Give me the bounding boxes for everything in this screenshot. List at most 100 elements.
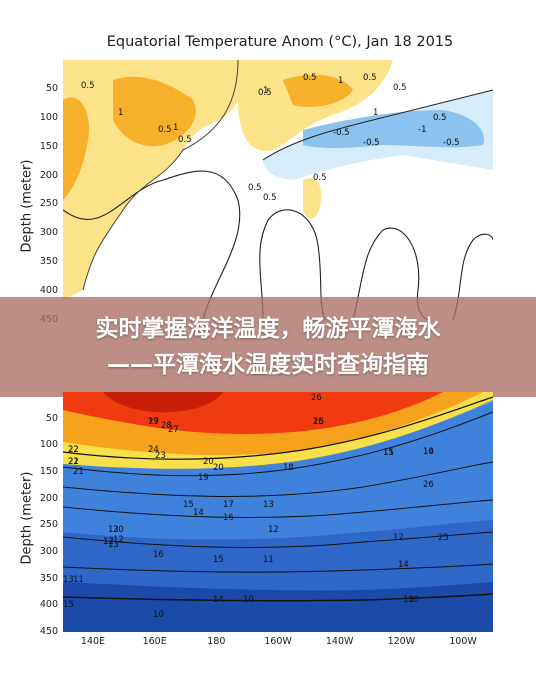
y-tick-label: 200 [39,169,58,181]
contour-label: 17 [103,537,114,547]
warm-anomaly-core-west [113,76,196,147]
contour-label: 28 [161,421,172,431]
contour-label: 25 [438,533,449,543]
y-tick-label: 450 [39,626,58,637]
y-tick-label: 150 [39,466,58,477]
contour-label: 11 [73,575,84,585]
contour-label: 10 [408,595,419,605]
banner-line-2: ——平潭海水温度实时查询指南 [107,352,429,378]
contour-label: -0.5 [443,138,460,148]
contour-label: 22 [68,445,79,455]
x-tick-label: 140E [80,636,106,647]
y-tick-label: 100 [39,111,58,123]
contour-label: 16 [153,550,164,560]
contour-label: 1 [263,86,268,96]
x-tick-label: 100W [449,636,477,647]
contour-label: 19 [198,473,209,483]
contour-label: 13 [108,525,119,535]
contour-label: 0.5 [313,173,327,183]
y-tick-label: 400 [39,599,58,611]
contour-label: 20 [113,525,124,535]
contour-label: 21 [73,467,84,477]
contour-label: 22 [68,457,79,467]
warm-anomaly-region-west [63,60,238,300]
contour-line [259,209,326,320]
contour-label: 14 [398,560,409,570]
contour-label: 13 [263,500,274,510]
contour-label: 13 [108,540,119,550]
contour-label: 0.5 [81,81,95,91]
y-tick-label: 200 [39,492,58,504]
x-tick-label: 160E [142,636,167,647]
contour-label: 13 [63,575,74,585]
cool-anomaly-core [303,110,484,149]
contour-label: 20 [213,463,224,473]
contour-label: 26 [311,393,322,403]
contour-label: 1 [118,108,123,118]
contour-line [63,411,493,477]
contour-label: 1 [373,108,378,118]
contour-label: 14 [213,595,224,605]
band-darkred [103,392,223,413]
contour-label: 16 [313,417,324,427]
contour-label: 27 [168,425,179,435]
y-tick-label: 350 [39,256,58,268]
contour-label: 12 [393,533,404,543]
contour-line [63,396,493,460]
contour-line [63,531,493,548]
contour-label: 0.5 [178,135,192,145]
contour-label: 0.5 [263,193,277,203]
y-tick-label: 150 [39,140,58,152]
contour-label: 12 [113,535,124,545]
contour-label: 24 [148,445,159,455]
contour-label: 14 [423,447,434,457]
y-tick-label: 350 [39,572,58,584]
contour-label: 15 [213,555,224,565]
y-tick-label: 300 [39,227,58,239]
contour-label: 29 [148,417,159,427]
band-deep [63,582,493,632]
contour-label: 16 [223,513,234,523]
contour-label: 18 [283,463,294,473]
contour-label: 20 [203,457,214,467]
contour-line [63,563,493,573]
title-banner: 实时掌握海洋温度，畅游平潭海水 ——平潭海水温度实时查询指南 [0,297,536,397]
contour-label: 15 [63,600,74,610]
contour-label: 1 [173,123,178,133]
y-tick-label: 250 [39,519,58,531]
contour-label: 26 [423,480,434,490]
contour-line [63,499,493,518]
chart-title: Equatorial Temperature Anom (°C), Jan 18… [106,34,454,50]
y-tick-label: 50 [45,82,58,94]
x-tick-label: 160W [264,636,292,647]
contour-label: 12 [268,525,279,535]
contour-label: 0.5 [363,73,377,83]
contour-label: 0.5 [258,88,272,98]
contour-label: 0.5 [393,83,407,93]
contour-label: 25 [313,417,324,427]
contour-label: -0.5 [333,128,350,138]
top-anomaly-chart: 0.510.5 10.510.50.5 1 0.50.5-0.5 -1-0.5 -0.50… [63,60,493,320]
contour-label: 10 [423,447,434,457]
x-tick-label: 120W [387,636,416,647]
contour-label: 13 [403,595,414,605]
contour-line [63,593,493,602]
contour-label: 0.5 [248,183,262,193]
x-tick-label: 180 [207,636,226,647]
contour-label: 10 [243,595,254,605]
contour-label: 1 [338,76,343,86]
contour-label: 0.5 [433,113,447,123]
contour-label: 12 [103,537,114,547]
y-tick-label: 50 [45,412,58,424]
contour-line [63,170,241,320]
contour-label: 0.5 [158,125,172,135]
contour-label: 17 [223,500,234,510]
y-tick-label: 300 [39,546,58,557]
x-tick-label: 140W [325,636,354,647]
y-tick-label: 400 [39,285,58,297]
contour-label: -0.5 [363,138,380,148]
contour-line [82,60,239,291]
y-tick-label: 100 [39,439,58,451]
banner-line-1: 实时掌握海洋温度，畅游平潭海水 [95,316,441,342]
